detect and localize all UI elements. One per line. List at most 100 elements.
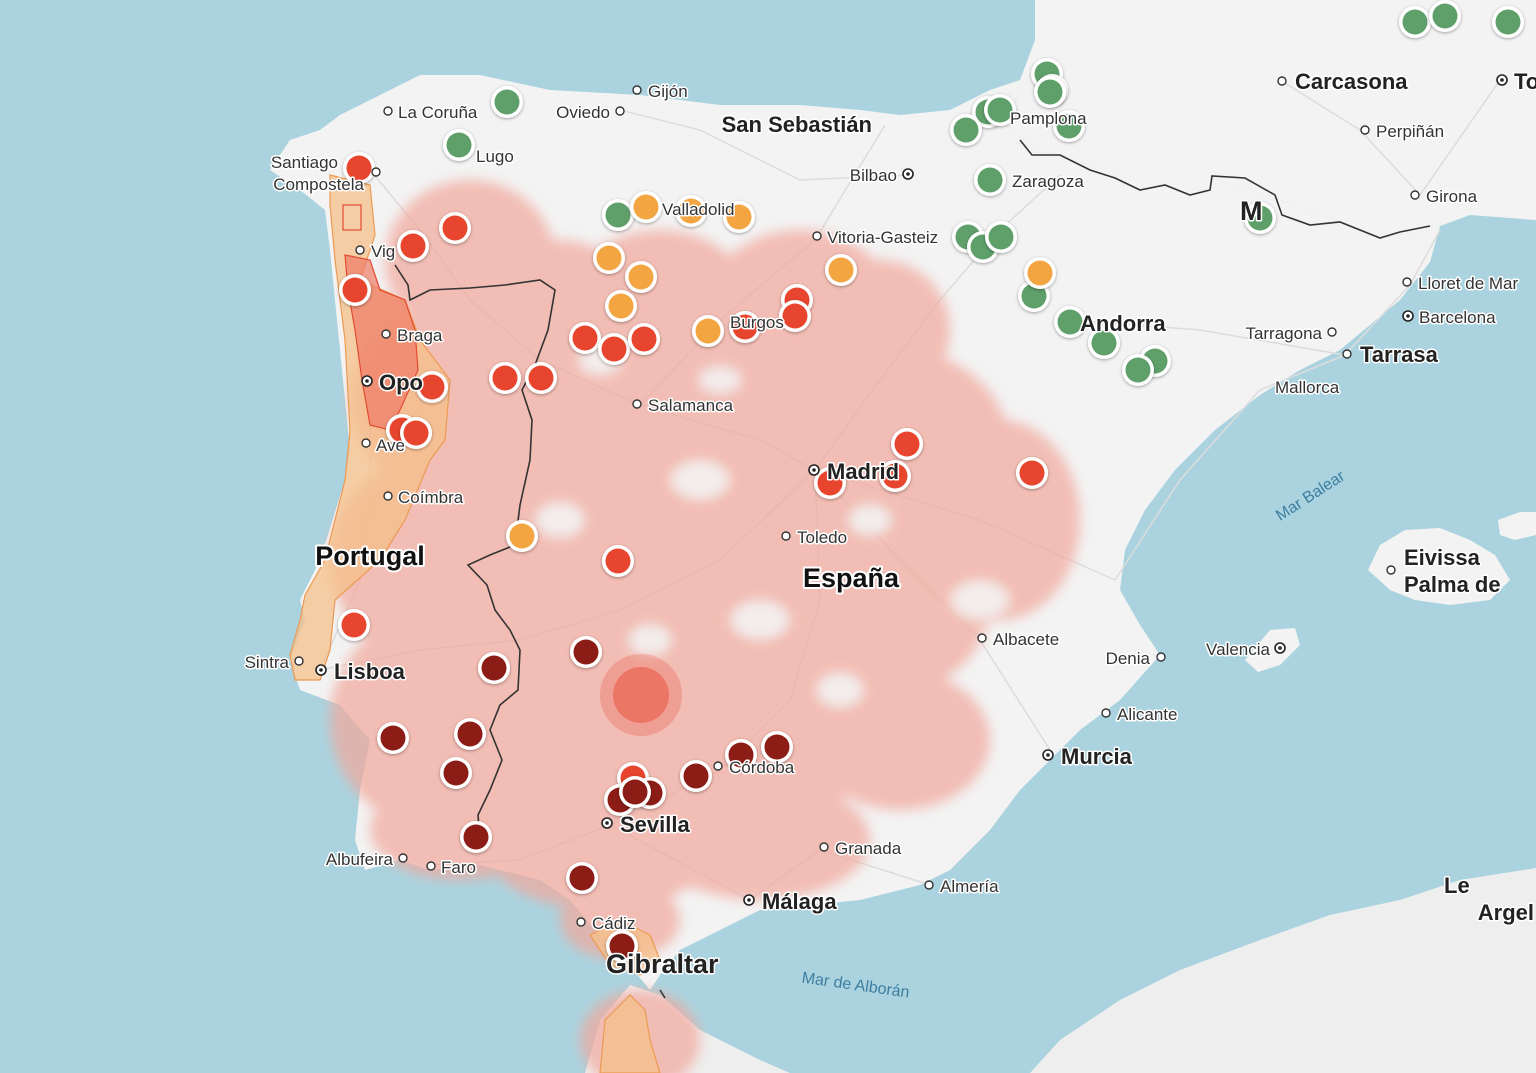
station-marker-red[interactable]	[400, 417, 432, 449]
city-lloret-de-mar[interactable]: Lloret de Mar	[1402, 273, 1520, 295]
station-marker-green[interactable]	[602, 199, 634, 231]
city-sintra[interactable]: Sintra	[243, 652, 304, 674]
city-murcia[interactable]: Murcia	[1042, 743, 1134, 771]
station-marker-darkred[interactable]	[440, 757, 472, 789]
city-perpinan[interactable]: Perpiñán	[1360, 121, 1446, 143]
station-marker-red[interactable]	[343, 152, 375, 184]
city-vig[interactable]: Vig	[355, 241, 397, 263]
station-marker-darkred[interactable]	[606, 930, 638, 962]
city-lugo[interactable]: Lugo	[475, 146, 516, 168]
city-gijon[interactable]: Gijón	[632, 81, 689, 103]
city-girona[interactable]: Girona	[1410, 186, 1479, 208]
city-opo[interactable]: Opo	[361, 369, 425, 397]
station-marker-orange[interactable]	[593, 242, 625, 274]
station-marker-red[interactable]	[397, 230, 429, 262]
station-marker-darkred[interactable]	[566, 862, 598, 894]
city-eivissa[interactable]: Eivissa	[1386, 544, 1482, 575]
city-barcelona[interactable]: Barcelona	[1402, 307, 1498, 329]
city-andorra[interactable]: Andorra	[1079, 310, 1168, 338]
focus-area[interactable]	[600, 654, 682, 736]
station-marker-red[interactable]	[339, 274, 371, 306]
city-albufeira[interactable]: Albufeira	[324, 849, 408, 871]
station-marker-red[interactable]	[891, 428, 923, 460]
city-granada[interactable]: Granada	[819, 838, 903, 860]
station-marker-red[interactable]	[525, 362, 557, 394]
station-marker-red[interactable]	[729, 311, 761, 343]
station-marker-red[interactable]	[779, 300, 811, 332]
station-marker-red[interactable]	[416, 371, 448, 403]
station-marker-darkred[interactable]	[761, 731, 793, 763]
station-marker-orange[interactable]	[675, 195, 707, 227]
station-marker-darkred[interactable]	[725, 739, 757, 771]
station-marker-red[interactable]	[598, 333, 630, 365]
station-marker-green[interactable]	[1088, 327, 1120, 359]
city-lisboa[interactable]: Lisboa	[315, 658, 407, 686]
station-marker-orange[interactable]	[506, 520, 538, 552]
station-marker-green[interactable]	[984, 94, 1016, 126]
station-marker-red[interactable]	[879, 460, 911, 492]
station-marker-red[interactable]	[602, 545, 634, 577]
station-marker-darkred[interactable]	[478, 652, 510, 684]
city-santiago[interactable]: Santiago	[269, 152, 339, 174]
city-argel[interactable]: Argel	[1476, 899, 1535, 927]
station-marker-green[interactable]	[974, 164, 1006, 196]
city-cordoba[interactable]: Córdoba	[713, 757, 796, 779]
city-compostela[interactable]: Compostela	[272, 167, 381, 196]
city-oviedo[interactable]: Oviedo	[555, 102, 625, 124]
station-marker-darkred[interactable]	[619, 776, 651, 808]
city-tarragona[interactable]: Tarragona	[1244, 323, 1337, 345]
station-marker-red[interactable]	[338, 609, 370, 641]
station-marker-green[interactable]	[1054, 306, 1086, 338]
city-burgos[interactable]: Burgos	[729, 312, 786, 334]
city-madrid[interactable]: Madrid	[808, 458, 901, 486]
station-marker-darkred[interactable]	[460, 821, 492, 853]
station-marker-orange[interactable]	[630, 191, 662, 223]
city-la-coruna[interactable]: La Coruña	[383, 102, 479, 124]
city-almeria[interactable]: Almería	[924, 876, 1001, 898]
city-mallorca[interactable]: Mallorca	[1274, 377, 1342, 399]
city-denia[interactable]: Denia	[1104, 648, 1166, 670]
station-marker-darkred[interactable]	[680, 760, 712, 792]
station-marker-green[interactable]	[1492, 6, 1524, 38]
station-marker-red[interactable]	[628, 323, 660, 355]
station-marker-orange[interactable]	[605, 290, 637, 322]
station-marker-green[interactable]	[1399, 6, 1431, 38]
city-braga[interactable]: Braga	[381, 325, 444, 347]
station-marker-green[interactable]	[1122, 354, 1154, 386]
city-m[interactable]: M	[1239, 195, 1265, 228]
station-marker-orange[interactable]	[625, 261, 657, 293]
station-marker-green[interactable]	[1244, 202, 1276, 234]
city-gibraltar[interactable]: Gibraltar	[605, 948, 721, 981]
city-carcasona[interactable]: Carcasona	[1277, 68, 1410, 96]
station-marker-green[interactable]	[950, 114, 982, 146]
station-marker-green[interactable]	[491, 86, 523, 118]
station-marker-green[interactable]	[1429, 0, 1461, 32]
city-san-sebastian[interactable]: San Sebastián	[720, 111, 873, 139]
station-marker-green[interactable]	[1034, 76, 1066, 108]
station-marker-red[interactable]	[814, 467, 846, 499]
city-sevilla[interactable]: Sevilla	[601, 811, 692, 839]
city-palma-de[interactable]: Palma de	[1403, 571, 1503, 599]
station-marker-red[interactable]	[569, 322, 601, 354]
station-marker-green[interactable]	[985, 221, 1017, 253]
station-marker-green[interactable]	[1053, 110, 1085, 142]
city-toulouse[interactable]: Toulouse	[1496, 68, 1536, 96]
station-marker-darkred[interactable]	[454, 718, 486, 750]
station-marker-darkred[interactable]	[377, 722, 409, 754]
city-ave[interactable]: Ave	[361, 435, 407, 457]
city-salamanca[interactable]: Salamanca	[632, 395, 735, 417]
city-valladolid[interactable]: Valladolid	[661, 199, 736, 221]
city-albacete[interactable]: Albacete	[977, 629, 1061, 651]
station-marker-orange[interactable]	[1024, 257, 1056, 289]
city-faro[interactable]: Faro	[426, 857, 477, 879]
station-marker-darkred[interactable]	[570, 636, 602, 668]
station-marker-orange[interactable]	[723, 201, 755, 233]
station-marker-green[interactable]	[443, 129, 475, 161]
station-marker-red[interactable]	[439, 212, 471, 244]
city-valencia[interactable]: Valencia	[1205, 639, 1286, 661]
city-toledo[interactable]: Toledo	[781, 527, 849, 549]
city-bilbao[interactable]: Bilbao	[848, 165, 914, 187]
city-le[interactable]: Le	[1443, 872, 1472, 900]
